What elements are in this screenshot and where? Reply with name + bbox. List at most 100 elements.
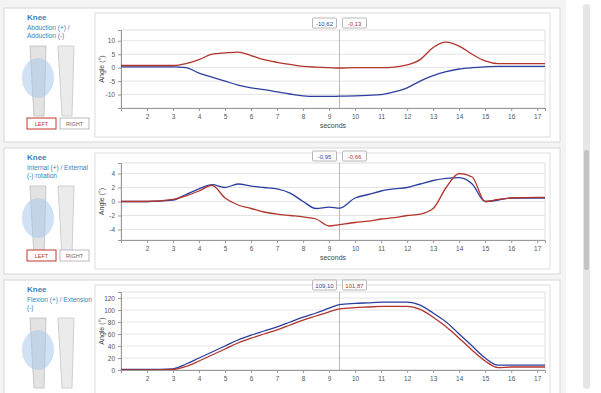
tick: -5: [109, 78, 121, 85]
tick-mark: [433, 108, 434, 111]
value-label: -0,13: [348, 21, 362, 27]
tick-mark: [118, 41, 121, 42]
tick-mark: [118, 174, 121, 175]
series-line: [121, 306, 545, 370]
value-box: [343, 151, 367, 161]
tick-mark: [251, 108, 252, 111]
tick-mark: [225, 108, 226, 111]
tick: 6: [250, 108, 254, 120]
tick-label: -4: [109, 226, 115, 233]
leg-shape: [58, 318, 74, 388]
tick: 4: [198, 370, 202, 382]
panel-background: [4, 8, 560, 142]
tick-label: 13: [430, 375, 438, 382]
scrollbar-track[interactable]: [583, 4, 590, 389]
tick-label: 10: [108, 37, 116, 44]
tick-mark: [277, 240, 278, 243]
tick: 14: [456, 108, 464, 120]
grid-line: [121, 298, 545, 299]
tick-mark: [118, 370, 121, 371]
tick-label: 7: [276, 245, 280, 252]
tick-label: 2: [146, 245, 150, 252]
tick: -4: [109, 226, 121, 233]
tick-label: 12: [404, 375, 412, 382]
button-frame[interactable]: [60, 118, 89, 129]
panel-background: [4, 148, 560, 274]
button-label[interactable]: LEFT: [35, 121, 49, 127]
value-label: -0,66: [348, 154, 362, 160]
tick-mark: [511, 108, 512, 111]
tick-label: 11: [378, 375, 385, 382]
button-label[interactable]: LEFT: [35, 253, 49, 259]
tick-label: 3: [172, 375, 176, 382]
value-box: [343, 18, 367, 28]
button-frame[interactable]: [60, 250, 89, 261]
tick-label: 5: [224, 113, 228, 120]
tick-label: 6: [250, 375, 254, 382]
tick-mark: [118, 81, 121, 82]
tick-label: 10: [352, 245, 360, 252]
tick-label: 80: [108, 319, 116, 326]
tick: 15: [482, 240, 490, 252]
tick: 0: [111, 367, 121, 374]
tick-mark: [407, 108, 408, 111]
tick-mark: [485, 240, 486, 243]
tick-mark: [537, 370, 538, 373]
tick-label: 8: [302, 245, 306, 252]
tick-label: 17: [534, 113, 542, 120]
tick: 0: [111, 198, 121, 205]
button-frame[interactable]: [27, 118, 56, 129]
grid-line: [121, 94, 545, 95]
tick: 20: [108, 355, 121, 362]
tick-label: 14: [456, 245, 464, 252]
title: Knee: [27, 285, 47, 294]
axis-line: [122, 109, 546, 112]
tick: 7: [276, 370, 280, 382]
cursor-line: [339, 292, 340, 370]
y-axis: 020406080100120: [104, 293, 121, 374]
tick: 12: [404, 370, 412, 382]
tick: 17: [534, 108, 542, 120]
tick-mark: [355, 370, 356, 373]
tick-mark: [459, 108, 460, 111]
x-axis: 234567891011121314151617: [122, 240, 546, 252]
button-label[interactable]: RIGHT: [66, 253, 84, 259]
tick-mark: [118, 54, 121, 55]
panel: KneeInternal (+) / External(-) rotationL…: [4, 148, 560, 274]
chart-frame: [95, 13, 550, 137]
tick: 120: [104, 295, 121, 302]
series-line: [121, 66, 545, 96]
tick-mark: [303, 108, 304, 111]
tick-mark: [407, 240, 408, 243]
tick-label: 16: [508, 113, 516, 120]
tick: 13: [430, 370, 438, 382]
tick-label: 14: [456, 375, 464, 382]
tick-label: 2: [146, 375, 150, 382]
tick-mark: [485, 108, 486, 111]
grid-line: [121, 322, 545, 323]
tick: 3: [172, 240, 176, 252]
tick-label: 100: [104, 307, 115, 314]
grid-line: [121, 215, 545, 216]
tick: 3: [172, 370, 176, 382]
tick: 13: [430, 240, 438, 252]
plot-area: [121, 292, 545, 370]
button-frame[interactable]: [27, 250, 56, 261]
tick-label: 6: [250, 113, 254, 120]
tick-label: 3: [172, 245, 176, 252]
tick-mark: [118, 358, 121, 359]
scrollbar-thumb[interactable]: [584, 150, 589, 270]
plot-frame: [121, 163, 545, 240]
tick-label: 4: [198, 113, 202, 120]
tick-mark: [329, 240, 330, 243]
tick-mark: [118, 202, 121, 203]
tick: 100: [104, 307, 121, 314]
series-line: [121, 174, 545, 227]
tick-mark: [118, 334, 121, 335]
cursor-line: [339, 292, 340, 370]
button-label[interactable]: RIGHT: [66, 121, 84, 127]
tick-mark: [329, 108, 330, 111]
tick-label: 120: [104, 295, 115, 302]
tick: 14: [456, 370, 464, 382]
tick-label: 40: [108, 343, 116, 350]
